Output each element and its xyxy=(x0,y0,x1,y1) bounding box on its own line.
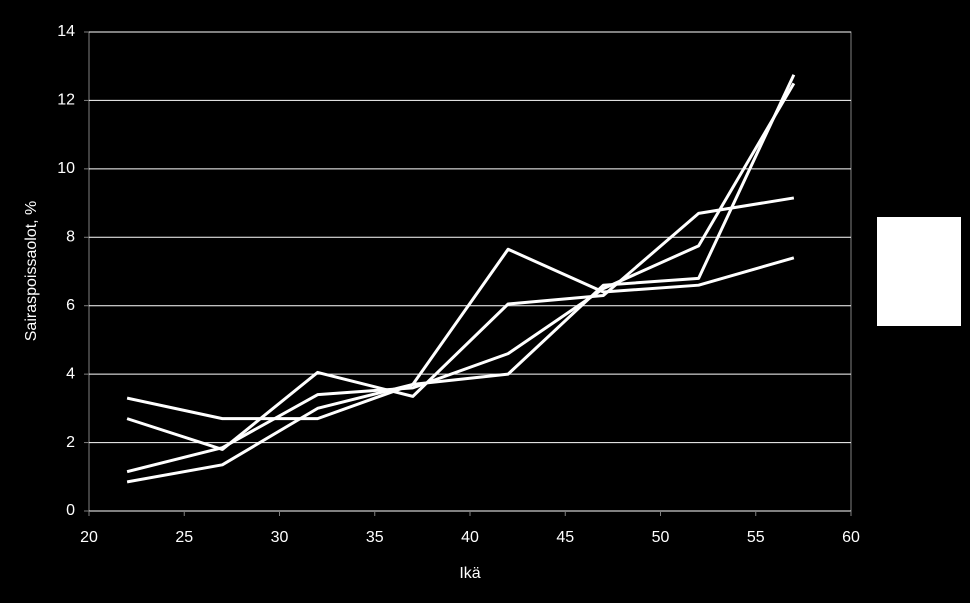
x-tick-label: 55 xyxy=(747,529,765,546)
y-tick-label: 6 xyxy=(66,297,75,314)
x-tick-label: 30 xyxy=(271,529,289,546)
x-axis-label: Ikä xyxy=(459,565,480,582)
x-tick-label: 45 xyxy=(556,529,574,546)
y-tick-label: 14 xyxy=(57,23,75,40)
x-tick-label: 60 xyxy=(842,529,860,546)
y-tick-label: 12 xyxy=(57,92,75,109)
x-tick-label: 25 xyxy=(175,529,193,546)
x-tick-label: 20 xyxy=(80,529,98,546)
x-tick-label: 35 xyxy=(366,529,384,546)
series-line xyxy=(126,247,795,421)
series-line xyxy=(126,82,796,474)
plot-area xyxy=(88,31,852,512)
y-tick-label: 0 xyxy=(66,502,75,519)
y-axis-label: Sairaspoissaolot, % xyxy=(23,201,40,342)
series-line xyxy=(126,74,796,484)
y-tick-label: 4 xyxy=(66,365,75,382)
x-tick-label: 40 xyxy=(461,529,479,546)
y-tick-label: 2 xyxy=(66,434,75,451)
y-tick-label: 8 xyxy=(66,229,75,246)
series-line xyxy=(126,196,795,451)
y-tick-label: 10 xyxy=(57,160,75,177)
x-tick-label: 50 xyxy=(652,529,670,546)
legend-box xyxy=(877,217,961,326)
